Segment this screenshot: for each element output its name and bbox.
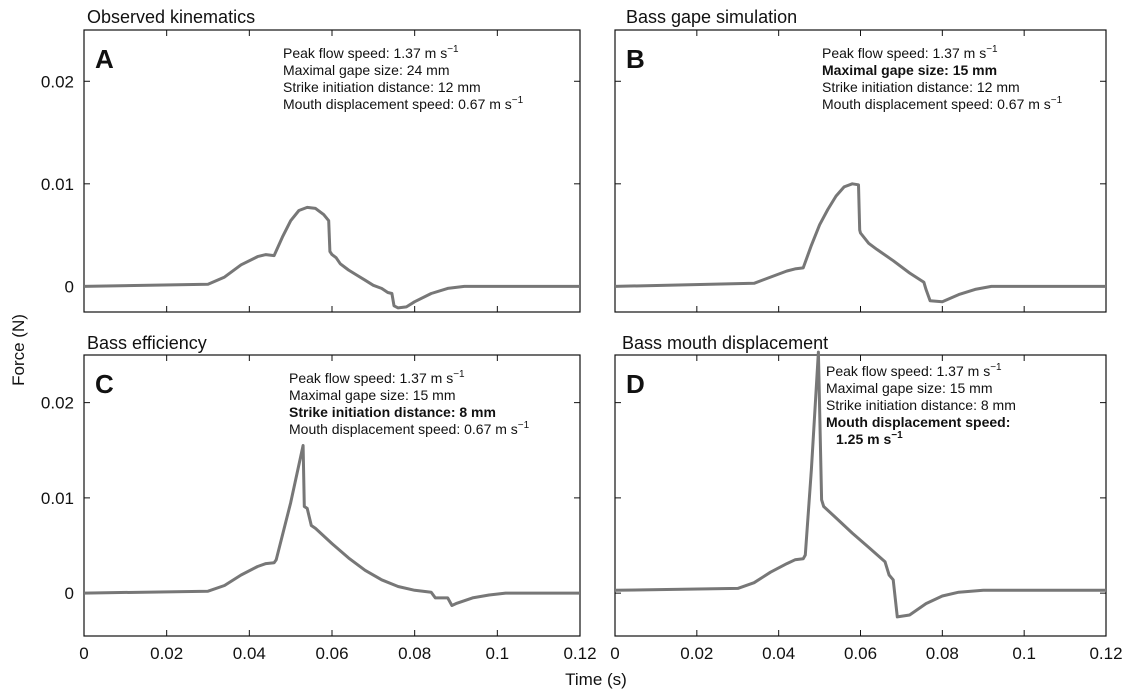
shared-x-axis-label: Time (s): [565, 670, 627, 689]
panel-letter: C: [95, 369, 114, 399]
annotation-line: Maximal gape size: 15 mm: [289, 387, 456, 403]
series-line: [614, 182, 1106, 304]
annotation-line: Strike initiation distance: 12 mm: [283, 79, 481, 95]
shared-y-axis-label: Force (N): [9, 314, 28, 386]
annotation-line: Strike initiation distance: 8 mm: [289, 404, 496, 420]
annotation-line: Peak flow speed: 1.37 m s−1: [283, 44, 459, 61]
y-tick-label: 0.01: [41, 489, 74, 508]
annotation-line: Strike initiation distance: 8 mm: [826, 397, 1016, 413]
x-tick-label: 0: [79, 644, 88, 663]
annotation-line: Mouth displacement speed: 0.67 m s−1: [289, 420, 530, 437]
panel-title: Bass mouth displacement: [622, 333, 828, 353]
x-tick-label: 0.04: [762, 644, 795, 663]
x-tick-label: 0.12: [1089, 644, 1122, 663]
series-line: [83, 205, 580, 310]
x-tick-label: 0.08: [398, 644, 431, 663]
annotation-line: Strike initiation distance: 12 mm: [822, 79, 1020, 95]
annotation-line: Mouth displacement speed: 0.67 m s−1: [822, 95, 1063, 112]
x-tick-label: 0.02: [150, 644, 183, 663]
panel-a: Observed kinematics A 0 0.01 0.02 Peak flow s…: [41, 7, 581, 313]
y-tick-label: 0.02: [41, 72, 74, 91]
x-tick-label: 0.08: [926, 644, 959, 663]
x-tick-label: 0.06: [315, 644, 348, 663]
x-tick-label: 0.04: [233, 644, 266, 663]
annotation-line: Maximal gape size: 24 mm: [283, 62, 450, 78]
x-tick-label: 0.02: [680, 644, 713, 663]
y-tick-label: 0: [65, 584, 74, 603]
annotation-line: Maximal gape size: 15 mm: [822, 62, 997, 78]
y-tick-label: 0: [65, 277, 74, 296]
panel-letter: A: [95, 44, 114, 74]
x-tick-label: 0.1: [1012, 644, 1036, 663]
annotation-line: Mouth displacement speed: 0.67 m s−1: [283, 95, 524, 112]
annotation-line: 1.25 m s−1: [836, 430, 903, 447]
annotation-line: Mouth displacement speed:: [826, 414, 1010, 430]
x-tick-label: 0: [610, 644, 619, 663]
y-tick-label: 0.02: [41, 394, 74, 413]
panel-b: Bass gape simulation B Peak flow speed: 1.…: [614, 7, 1107, 313]
annotation-line: Peak flow speed: 1.37 m s−1: [822, 44, 998, 61]
panel-title: Bass efficiency: [87, 333, 207, 353]
panel-d: Bass mouth displacement D 0 0.02 0.04 0.06 0.0…: [610, 333, 1122, 663]
x-tick-label: 0.1: [486, 644, 510, 663]
panel-letter: D: [626, 369, 645, 399]
panel-title: Bass gape simulation: [626, 7, 797, 27]
panel-title: Observed kinematics: [87, 7, 255, 27]
panel-c: Bass efficiency C 0 0.02 0.04 0.06 0.08 0.1 0.12…: [41, 333, 597, 663]
series-line: [614, 350, 1106, 619]
x-tick-label: 0.06: [844, 644, 877, 663]
annotation-line: Maximal gape size: 15 mm: [826, 380, 993, 396]
series-line: [83, 444, 580, 607]
x-tick-label: 0.12: [563, 644, 596, 663]
panel-letter: B: [626, 44, 645, 74]
annotation-line: Peak flow speed: 1.37 m s−1: [289, 369, 465, 386]
annotation-line: Peak flow speed: 1.37 m s−1: [826, 362, 1002, 379]
y-tick-label: 0.01: [41, 175, 74, 194]
